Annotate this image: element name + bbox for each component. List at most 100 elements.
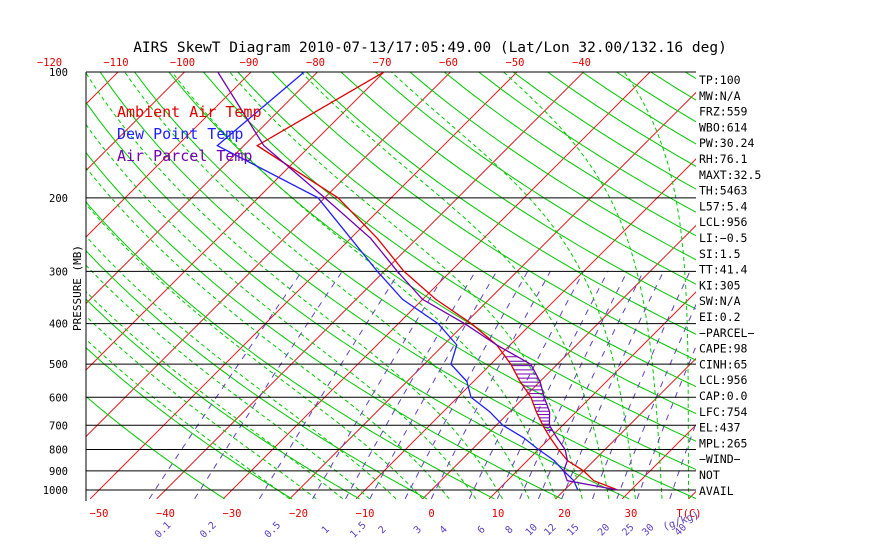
- mixing-ratio-line: [519, 271, 628, 500]
- index-label: EI:0.2: [699, 310, 741, 324]
- dry-adiabat-line: [86, 151, 563, 500]
- top-temp-label: −120: [37, 57, 62, 69]
- mixing-ratio-label: 1: [320, 524, 332, 536]
- mixing-ratio-line: [258, 271, 401, 500]
- bottom-temp-label: −10: [356, 508, 375, 520]
- dry-adiabat-line: [86, 201, 495, 500]
- legend-entry: Ambient Air Temp: [117, 103, 262, 121]
- index-label: TT:41.4: [699, 263, 748, 277]
- pressure-tick-label: 900: [49, 466, 68, 478]
- moist-adiabat-line: [391, 72, 636, 499]
- bottom-temp-label: 20: [558, 508, 571, 520]
- index-label: SI:1.5: [699, 247, 741, 261]
- mixing-ratio-label: 20: [596, 522, 612, 538]
- mixing-ratio-line: [430, 271, 551, 500]
- moist-adiabat-line: [229, 72, 583, 500]
- pressure-tick-label: 800: [49, 444, 68, 456]
- top-temp-label: −40: [572, 57, 591, 69]
- index-label: MAXT:32.5: [699, 168, 761, 182]
- isotherm-line: [0, 53, 4, 499]
- index-label: WBO:614: [699, 120, 748, 134]
- index-label: SW:N/A: [699, 294, 741, 308]
- index-label: MW:N/A: [699, 89, 741, 103]
- series-line-air-parcel-temp: [217, 72, 618, 491]
- mixing-ratio-label: 25: [620, 522, 636, 538]
- series-line-ambient-air-temp: [255, 72, 618, 491]
- mixing-ratio-line: [592, 271, 691, 500]
- index-label: −PARCEL−: [699, 326, 754, 340]
- isotherm-line: [755, 53, 870, 499]
- moist-adiabat-line: [86, 338, 290, 500]
- index-label: LI:−0.5: [699, 231, 747, 245]
- mixing-ratio-line: [404, 271, 529, 500]
- mixing-ratio-label: 0.2: [198, 520, 219, 541]
- mixing-ratio-line: [537, 271, 644, 500]
- dry-adiabat-line: [86, 347, 293, 500]
- bottom-temp-label: −30: [223, 508, 242, 520]
- top-temp-label: −60: [439, 57, 458, 69]
- moist-adiabat-line: [86, 264, 370, 500]
- mixing-ratio-label: 10: [524, 522, 540, 538]
- moist-adiabat-line: [86, 123, 477, 500]
- dry-adiabat-line: [86, 250, 428, 500]
- isotherm-line: [86, 72, 319, 305]
- bottom-temp-label: −20: [289, 508, 308, 520]
- dry-adiabat-line: [168, 72, 696, 442]
- chart-title: AIRS SkewT Diagram 2010-07-13/17:05:49.0…: [133, 40, 727, 56]
- pressure-tick-label: 500: [49, 359, 68, 371]
- dry-adiabat-line: [478, 72, 696, 213]
- mixing-ratio-line: [496, 271, 609, 500]
- isotherm-line: [422, 224, 696, 500]
- dry-adiabat-line: [86, 298, 360, 500]
- top-temp-label: −110: [103, 57, 128, 69]
- index-label: NOT: [699, 468, 720, 482]
- isobar-layer: [85, 71, 696, 501]
- dry-adiabat-line: [271, 72, 696, 361]
- isotherm-line: [156, 72, 585, 500]
- mixing-ratio-label: 1.5: [348, 520, 369, 541]
- top-temp-label: −80: [306, 57, 325, 69]
- pressure-tick-label: 200: [49, 193, 68, 205]
- series-layer: [216, 72, 618, 491]
- mixing-ratio-line: [312, 271, 447, 500]
- isotherm-line: [555, 357, 696, 500]
- grid-layer: [0, 53, 870, 500]
- index-label: L57:5.4: [699, 199, 748, 213]
- isotherm-line: [86, 72, 252, 238]
- text-layer: AIRS SkewT Diagram 2010-07-13/17:05:49.0…: [37, 40, 761, 541]
- mixing-ratio-label: 0.1: [153, 520, 174, 541]
- mixing-ratio-label: 3: [412, 524, 424, 536]
- moist-adiabat-line: [300, 72, 610, 499]
- isotherm-line: [355, 158, 696, 500]
- mixing-ratio-line: [616, 303, 696, 500]
- index-label: −WIND−: [699, 452, 741, 466]
- index-label: RH:76.1: [699, 152, 748, 166]
- pressure-tick-label: 600: [49, 392, 68, 404]
- isotherm-line: [488, 291, 696, 500]
- index-label: LCL:956: [699, 373, 748, 387]
- mixing-ratio-label: 12: [542, 522, 558, 538]
- isotherm-line: [89, 72, 518, 500]
- moist-adiabat-line: [86, 72, 503, 500]
- pressure-tick-label: 700: [49, 420, 68, 432]
- pressure-tick-label: 1000: [43, 485, 68, 497]
- moist-adiabat-line: [503, 72, 663, 499]
- index-label: KI:305: [699, 278, 741, 292]
- moist-adiabat-line: [86, 315, 317, 500]
- x-axis-unit-label: T(C): [676, 508, 701, 520]
- bottom-temp-label: 10: [492, 508, 505, 520]
- mixing-ratio-label: 15: [565, 522, 581, 538]
- isotherm-line: [822, 53, 870, 499]
- top-temp-label: −90: [240, 57, 259, 69]
- index-label: TH:5463: [699, 184, 748, 198]
- moist-adiabat-line: [86, 203, 423, 500]
- mixing-ratio-line: [345, 271, 476, 500]
- mixing-ratio-label: 8: [504, 524, 516, 536]
- isotherm-line: [86, 72, 385, 371]
- mixing-ratio-label: 6: [476, 524, 488, 536]
- mixing-ratio-line: [148, 271, 303, 500]
- mixing-ratio-line: [468, 271, 584, 500]
- top-temp-label: −50: [506, 57, 525, 69]
- top-temp-label: −100: [170, 57, 195, 69]
